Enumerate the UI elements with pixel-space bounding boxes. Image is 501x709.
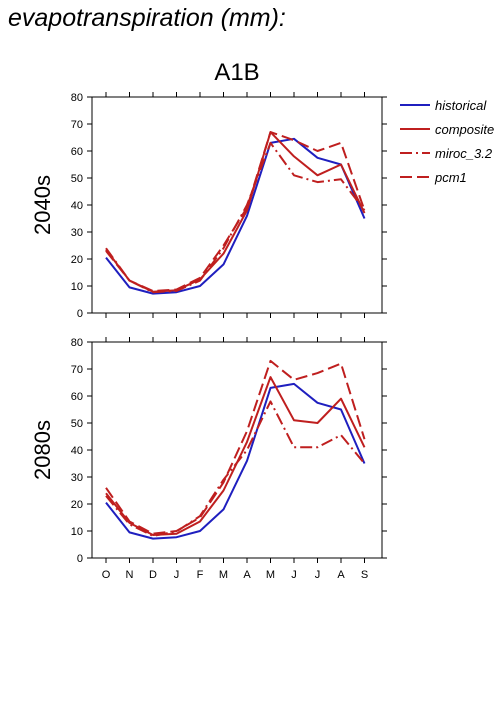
- x-tick-label: M: [219, 569, 228, 581]
- y-tick-label: 30: [71, 472, 83, 484]
- y-tick-label: 10: [71, 281, 83, 293]
- chart-title: A1B: [214, 59, 259, 86]
- plot-frame: [91, 96, 383, 314]
- y-tick-label: 20: [71, 254, 83, 266]
- x-tick-label: A: [337, 569, 345, 581]
- y-tick-label: 0: [77, 308, 83, 320]
- y-tick-label: 80: [71, 337, 83, 349]
- x-tick-label: D: [149, 569, 157, 581]
- x-tick-label: N: [126, 569, 134, 581]
- x-tick-label: M: [266, 569, 275, 581]
- series-line-miroc-3-2: [105, 400, 366, 537]
- x-tick-label: J: [174, 569, 180, 581]
- legend-label: composite: [435, 122, 494, 137]
- y-tick-label: 0: [77, 553, 83, 565]
- y-tick-label: 40: [71, 200, 83, 212]
- y-tick-label: 70: [71, 119, 83, 131]
- y-tick-label: 50: [71, 173, 83, 185]
- panel-label: 2080s: [30, 420, 55, 480]
- legend-label: pcm1: [434, 170, 467, 185]
- y-tick-label: 80: [71, 92, 83, 104]
- x-tick-label: F: [197, 569, 204, 581]
- series-line-composite: [105, 131, 366, 293]
- x-tick-label: J: [291, 569, 297, 581]
- series-line-pcm1: [105, 131, 366, 293]
- y-tick-label: 10: [71, 526, 83, 538]
- series-line-historical: [105, 137, 366, 295]
- legend-label: historical: [435, 98, 487, 113]
- y-tick-label: 40: [71, 445, 83, 457]
- series-line-miroc-3-2: [105, 141, 366, 294]
- y-tick-label: 50: [71, 418, 83, 430]
- x-tick-label: J: [315, 569, 321, 581]
- x-tick-label: A: [243, 569, 251, 581]
- series-line-historical: [105, 382, 366, 540]
- y-tick-label: 20: [71, 499, 83, 511]
- x-tick-label: O: [102, 569, 111, 581]
- page-title: evapotranspiration (mm):: [8, 4, 286, 32]
- y-tick-label: 60: [71, 391, 83, 403]
- x-tick-label: S: [361, 569, 368, 581]
- y-tick-label: 30: [71, 227, 83, 239]
- legend-label: miroc_3.2: [435, 146, 493, 161]
- series-line-pcm1: [105, 359, 366, 535]
- panel-label: 2040s: [30, 175, 55, 235]
- y-tick-label: 60: [71, 146, 83, 158]
- y-tick-label: 70: [71, 364, 83, 376]
